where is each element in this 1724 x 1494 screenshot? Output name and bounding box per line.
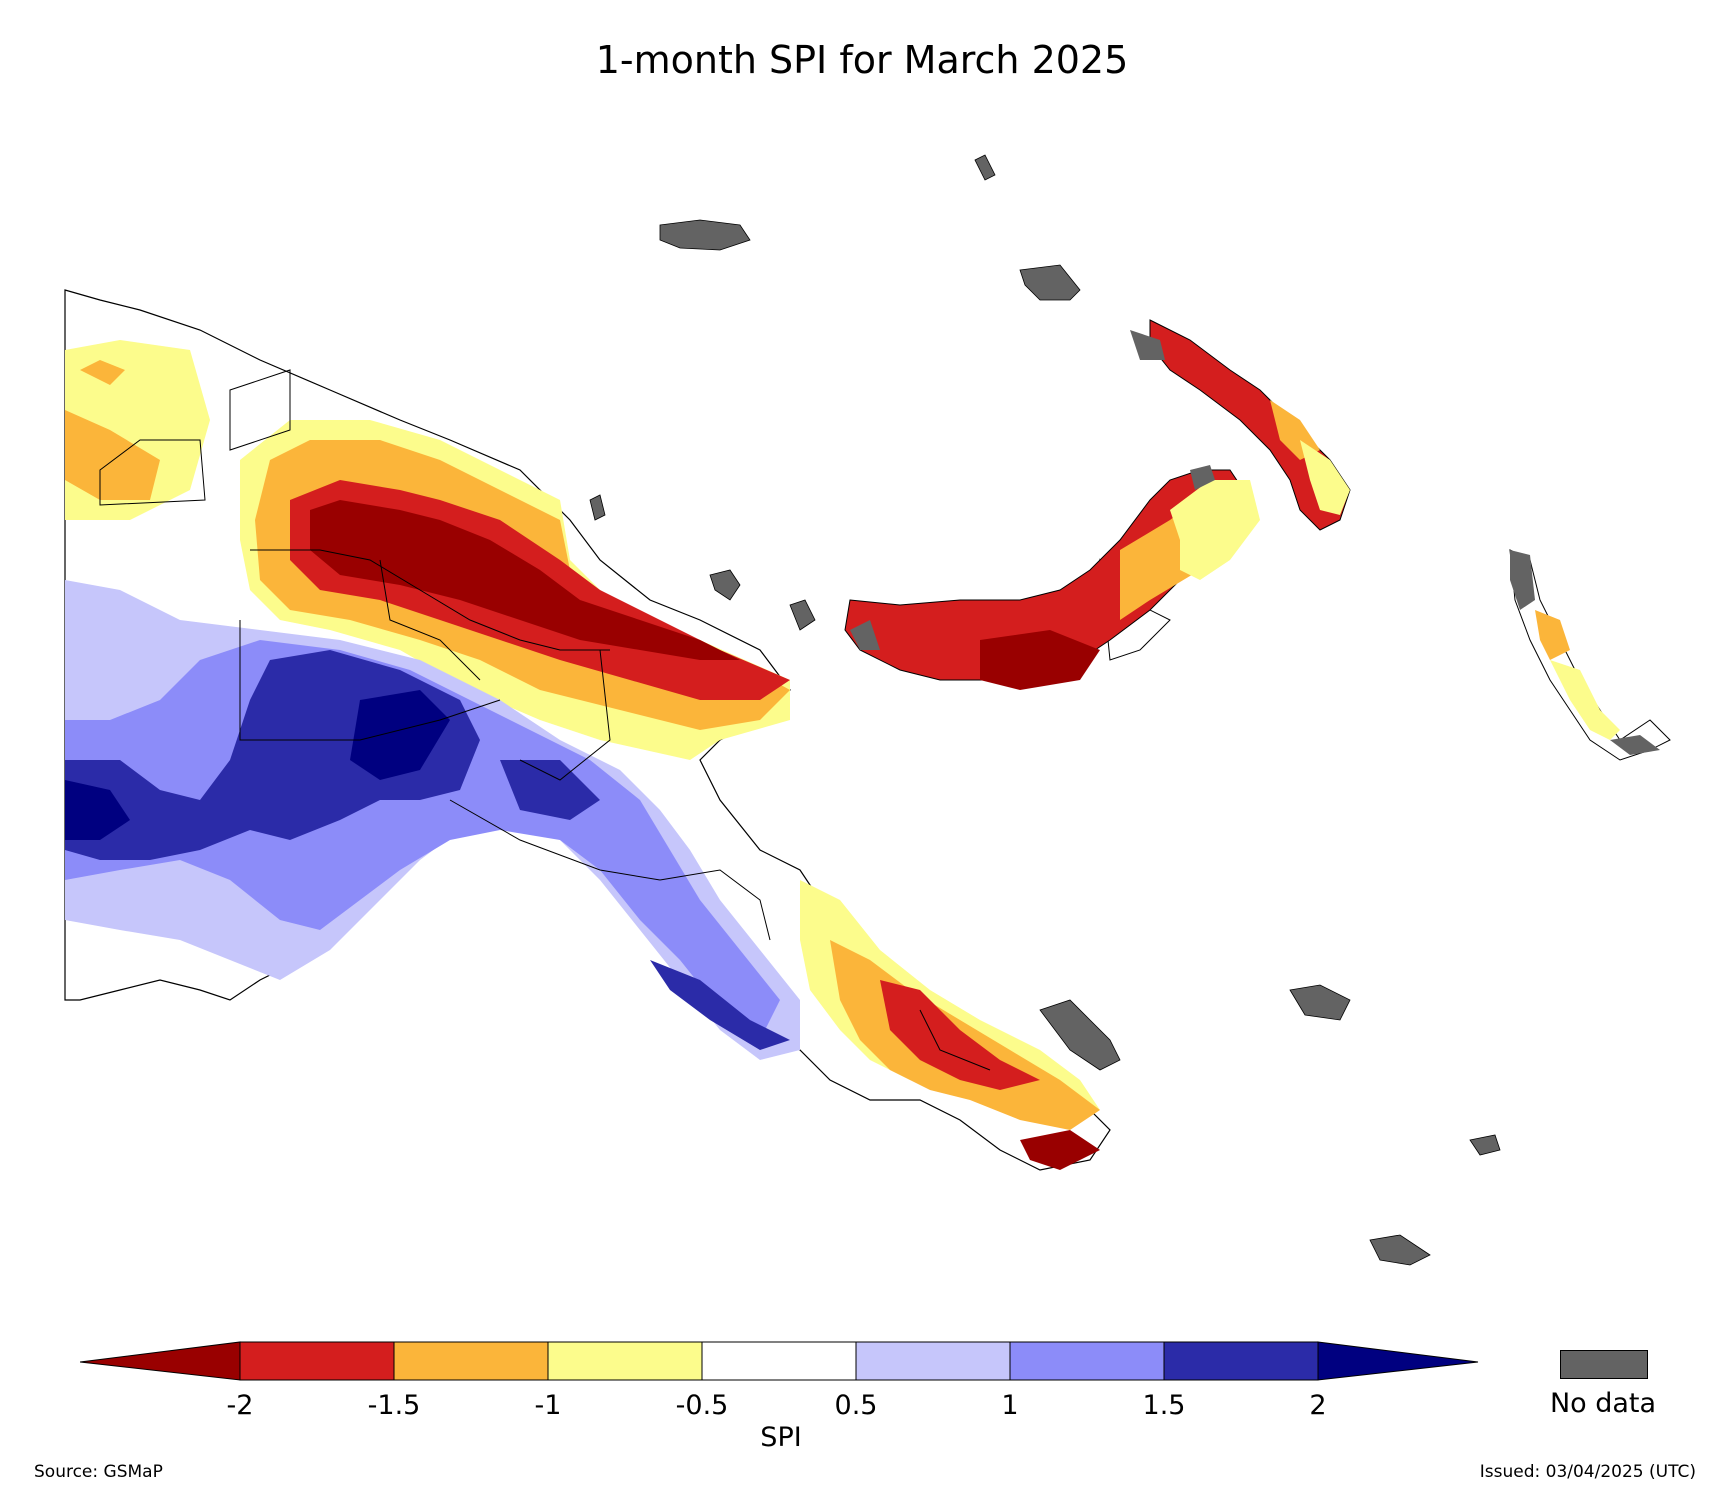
- bougainville-nodata-south: [1610, 735, 1660, 755]
- region-north-darkred: [310, 500, 740, 660]
- map-title: 1-month SPI for March 2025: [595, 38, 1129, 82]
- colorbar-tick: -2: [226, 1390, 254, 1421]
- new-britain-yellow: [1170, 480, 1260, 580]
- colorbar-segment: [701, 1341, 857, 1381]
- colorbar-tick: 0.5: [834, 1390, 878, 1421]
- region-central-dark2: [500, 760, 600, 820]
- no-data-swatch: [1560, 1350, 1648, 1379]
- bougainville-nodata-north: [1510, 550, 1535, 610]
- manus-island: [659, 219, 751, 251]
- region-west-orange: [65, 410, 160, 500]
- colorbar-label: SPI: [760, 1422, 802, 1453]
- new-hanover-nodata: [1019, 264, 1081, 301]
- region-peninsula-darkred: [1020, 1130, 1100, 1170]
- colorbar-extend-low: [80, 1341, 241, 1381]
- colorbar-tick: 2: [1309, 1390, 1327, 1421]
- colorbar-segment: [1009, 1341, 1165, 1381]
- new-britain-darkred: [980, 630, 1100, 690]
- spi-colorbar: [80, 1341, 1479, 1381]
- issued-text: Issued: 03/04/2025 (UTC): [1479, 1462, 1696, 1482]
- colorbar-tick: -1.5: [367, 1390, 421, 1421]
- long-island: [789, 599, 816, 631]
- region-west-orange-small: [80, 360, 125, 385]
- colorbar-tick: -0.5: [675, 1390, 729, 1421]
- colorbar-tick: 1.5: [1142, 1390, 1186, 1421]
- new-ireland: [1149, 319, 1351, 531]
- region-peninsula-red: [880, 980, 1040, 1090]
- region-southeast-dark: [650, 960, 790, 1050]
- colorbar-segment: [547, 1341, 703, 1381]
- dentrecasteaux-islands: [1039, 999, 1121, 1071]
- new-britain-nodata-west: [850, 620, 880, 650]
- colorbar-segment: [855, 1341, 1011, 1381]
- louisiade-islands: [1369, 1234, 1431, 1266]
- colorbar-segment: [1163, 1341, 1319, 1381]
- region-southwest-darkest: [65, 780, 130, 840]
- region-central-darkest: [350, 690, 450, 780]
- source-text: Source: GSMaP: [34, 1462, 163, 1482]
- colorbar-extend-high: [1317, 1341, 1479, 1381]
- karkar-island: [589, 494, 606, 521]
- umboi-island: [709, 569, 741, 601]
- no-data-label: No data: [1549, 1388, 1657, 1419]
- spi-map: [64, 154, 1671, 1266]
- colorbar-segment: [393, 1341, 549, 1381]
- colorbar-tick: 1: [1001, 1390, 1019, 1421]
- colorbar-tick: -1: [534, 1390, 562, 1421]
- bougainville-yellow: [1550, 660, 1620, 740]
- bougainville-orange: [1535, 610, 1570, 660]
- trobriand-islands: [1289, 984, 1351, 1021]
- colorbar-segment: [239, 1341, 395, 1381]
- new-britain-nodata-tip: [1190, 465, 1215, 490]
- new-ireland-nodata: [1130, 330, 1165, 360]
- mussau-island: [974, 154, 996, 181]
- woodlark-island: [1469, 1134, 1501, 1156]
- new-ireland-yellow: [1300, 440, 1350, 515]
